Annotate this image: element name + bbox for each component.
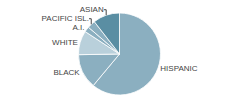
svg-text:ASIAN: ASIAN: [80, 5, 104, 14]
svg-text:HISPANIC: HISPANIC: [160, 64, 197, 73]
svg-text:PACIFIC ISL.: PACIFIC ISL.: [42, 14, 89, 23]
svg-text:BLACK: BLACK: [53, 68, 80, 77]
svg-text:A.I.: A.I.: [72, 23, 84, 32]
svg-text:WHITE: WHITE: [52, 38, 78, 47]
